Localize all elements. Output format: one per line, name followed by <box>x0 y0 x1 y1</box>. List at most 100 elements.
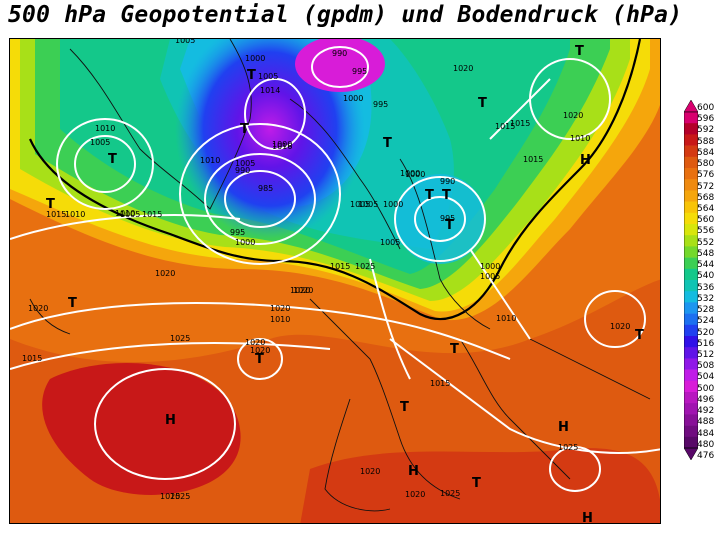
isobar-label: 1000 <box>245 54 265 63</box>
legend-swatch <box>684 246 698 258</box>
isobar-label: 1020 <box>453 64 473 73</box>
legend-colorbar <box>684 100 698 460</box>
low-pressure-symbol: T <box>68 296 77 311</box>
isobar-label: 1015 <box>510 119 530 128</box>
isobar-label: 1005 <box>90 138 110 147</box>
legend-tick-label: 584 <box>697 147 715 158</box>
legend-swatch <box>684 235 698 247</box>
legend-swatch <box>684 380 698 393</box>
isobar-label: 1005 <box>350 200 370 209</box>
isobar-label: 1000 <box>235 238 255 247</box>
low-pressure-symbol: T <box>472 476 481 491</box>
field-high-atlantic <box>42 363 241 495</box>
isobar-label: 1010 <box>200 156 220 165</box>
isobar-label: 1015 <box>430 379 450 388</box>
isobar-label: 995 <box>230 228 245 237</box>
legend-swatch <box>684 414 698 426</box>
low-pressure-symbol: T <box>575 44 584 59</box>
high-pressure-symbol: H <box>580 153 591 168</box>
isobar-label: 1005 <box>235 159 255 168</box>
field-low-core <box>175 39 365 239</box>
legend-arrow-top <box>684 100 698 113</box>
isobar-label: 990 <box>440 177 455 186</box>
legend-tick-label: 600 <box>697 103 715 113</box>
low-pressure-symbol: T <box>383 136 392 151</box>
isobar-label: 1010 <box>570 134 590 143</box>
legend-tick-label: 488 <box>697 417 715 428</box>
legend-tick-label: 500 <box>697 383 715 394</box>
isobar-label: 1025 <box>355 262 375 271</box>
isobar-label: 1010 <box>95 124 115 133</box>
isobar-label: 1000 <box>343 94 363 103</box>
isobar-label: 1000 <box>272 140 292 149</box>
isobar-label: 1015 <box>22 354 42 363</box>
isobar-label: 1015 <box>330 262 350 271</box>
legend-tick-label: 588 <box>697 136 715 147</box>
legend-tick-label: 580 <box>697 159 715 170</box>
high-pressure-symbol: H <box>408 464 419 479</box>
isobar-label: 1015 <box>142 210 162 219</box>
isobar-label: 1020 <box>270 304 290 313</box>
isobar-label: 995 <box>373 100 388 109</box>
low-pressure-symbol: T <box>450 342 459 357</box>
isobar-label: 1020 <box>563 111 583 120</box>
legend-tick-label: 492 <box>697 406 715 417</box>
isobar-label: 1005 <box>258 72 278 81</box>
legend-swatch <box>684 313 698 326</box>
weather-map: 1005 1000 990 995 1005 1014 1010 1005 1000 1016 10… <box>9 38 661 524</box>
isobar-label: 1025 <box>440 489 460 498</box>
legend-tick-label: 556 <box>697 226 715 237</box>
isobar-label: 990 <box>332 49 347 58</box>
legend-frame <box>684 111 698 449</box>
legend-swatch <box>684 179 698 191</box>
legend-swatch <box>684 156 698 169</box>
legend-swatch <box>684 257 698 270</box>
legend-tick-label: 476 <box>697 451 715 461</box>
legend-tick-label: 480 <box>697 439 715 450</box>
low-pressure-symbol: T <box>240 122 249 137</box>
legend-tick-label: 484 <box>697 428 715 439</box>
legend-swatch <box>684 336 698 348</box>
legend-tick-label: 524 <box>697 316 715 327</box>
legend-tick-label: 536 <box>697 282 715 293</box>
high-pressure-symbol: H <box>165 413 176 428</box>
isobar-label: 1020 <box>245 338 265 347</box>
isobar-label: 1020 <box>290 286 310 295</box>
isobar-label: 1015 <box>523 155 543 164</box>
legend-swatch <box>684 190 698 202</box>
low-pressure-symbol: T <box>108 152 117 167</box>
isobar-label: 995 <box>440 214 455 223</box>
high-pressure-symbol: H <box>558 420 569 435</box>
isobar-label: 1025 <box>160 492 180 501</box>
isobar-label: 1025 <box>170 492 190 501</box>
legend-tick-label: 516 <box>697 338 715 349</box>
legend-tick-label: 568 <box>697 192 715 203</box>
isobar-label: 1010 <box>65 210 85 219</box>
isobar-label: 1020 <box>155 269 175 278</box>
isobar-label: 1005 <box>380 238 400 247</box>
legend-swatch <box>684 425 698 438</box>
legend-tick-label: 572 <box>697 181 715 192</box>
legend-tick-label: 552 <box>697 237 715 248</box>
low-pressure-symbol: T <box>255 352 264 367</box>
legend-swatch <box>684 112 698 124</box>
isobar-label: 1005 <box>480 272 500 281</box>
legend-tick-label: 528 <box>697 305 715 316</box>
legend-tick-label: 544 <box>697 260 715 271</box>
isobar-label: 1025 <box>558 443 578 452</box>
isobar-label: 1020 <box>28 304 48 313</box>
high-pressure-symbol: H <box>582 511 593 524</box>
legend-tick-label: 520 <box>697 327 715 338</box>
legend-tick-label: 564 <box>697 204 715 215</box>
isobar-label: 995 <box>352 67 367 76</box>
legend-swatch <box>684 224 698 236</box>
legend-tick-label: 504 <box>697 372 715 383</box>
isobar-label: 1016 <box>272 142 292 151</box>
isobar-label: 1015 <box>495 122 515 131</box>
isobars <box>10 46 660 492</box>
high-pressure-symbol: H <box>660 458 661 473</box>
isobar-label: 1014 <box>260 86 280 95</box>
isobar-label: 1000 <box>400 169 420 178</box>
legend-swatch <box>684 358 698 370</box>
